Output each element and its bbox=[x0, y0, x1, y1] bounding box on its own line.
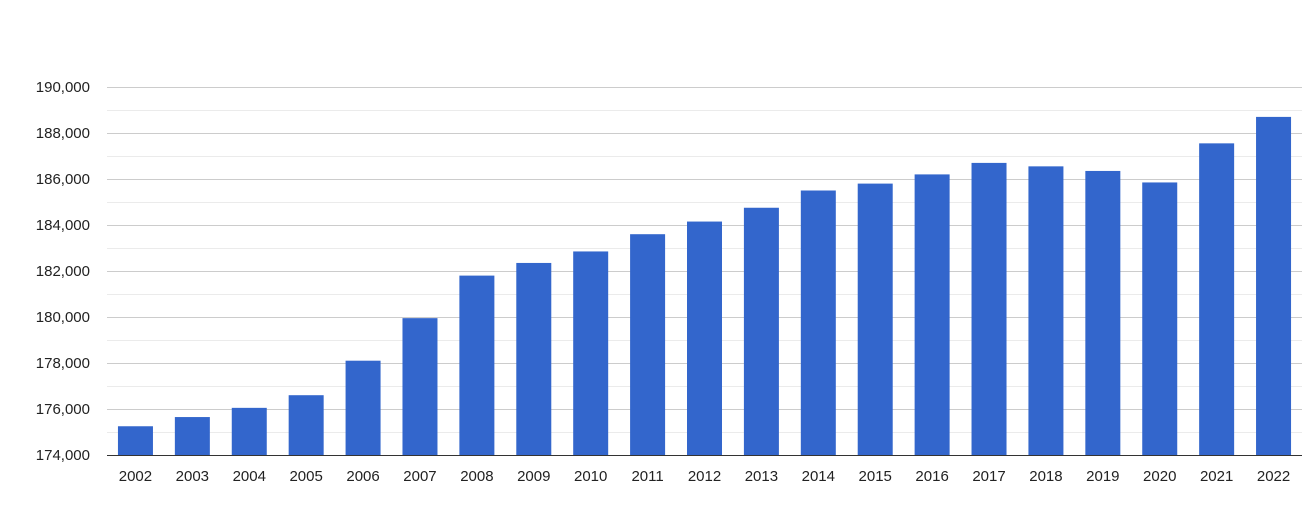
y-tick-label: 186,000 bbox=[36, 171, 90, 188]
bar-2005[interactable] bbox=[288, 395, 324, 455]
x-tick-label: 2015 bbox=[859, 468, 892, 485]
x-tick-label: 2016 bbox=[915, 468, 948, 485]
x-tick-label: 2014 bbox=[802, 468, 835, 485]
x-tick-label: 2007 bbox=[403, 468, 436, 485]
bar-2013[interactable] bbox=[743, 207, 779, 455]
x-tick-label: 2010 bbox=[574, 468, 607, 485]
x-tick-label: 2004 bbox=[233, 468, 266, 485]
bar-2003[interactable] bbox=[174, 417, 210, 455]
y-tick-label: 184,000 bbox=[36, 217, 90, 234]
y-tick-label: 182,000 bbox=[36, 263, 90, 280]
y-tick-label: 178,000 bbox=[36, 355, 90, 372]
x-tick-label: 2022 bbox=[1257, 468, 1290, 485]
bars-group bbox=[117, 116, 1292, 456]
x-tick-label: 2020 bbox=[1143, 468, 1176, 485]
x-tick-label: 2017 bbox=[972, 468, 1005, 485]
x-tick-label: 2002 bbox=[119, 468, 152, 485]
x-axis-tick-labels: 2002 2003 2004 2005 2006 2007 2008 2009 2010 2011… bbox=[119, 468, 1290, 485]
bar-2002[interactable] bbox=[117, 426, 153, 455]
x-tick-label: 2012 bbox=[688, 468, 721, 485]
x-tick-label: 2018 bbox=[1029, 468, 1062, 485]
x-tick-label: 2021 bbox=[1200, 468, 1233, 485]
x-tick-label: 2003 bbox=[176, 468, 209, 485]
y-tick-label: 180,000 bbox=[36, 309, 90, 326]
bar-2018[interactable] bbox=[1028, 166, 1064, 455]
x-tick-label: 2005 bbox=[289, 468, 322, 485]
bar-2021[interactable] bbox=[1199, 143, 1235, 455]
y-tick-label: 176,000 bbox=[36, 401, 90, 418]
bar-2004[interactable] bbox=[231, 407, 267, 455]
bar-2020[interactable] bbox=[1142, 182, 1178, 455]
y-tick-label: 188,000 bbox=[36, 125, 90, 142]
y-tick-label: 190,000 bbox=[36, 79, 90, 96]
bar-2015[interactable] bbox=[857, 183, 893, 455]
bar-2017[interactable] bbox=[971, 162, 1007, 455]
bar-2011[interactable] bbox=[630, 234, 666, 455]
x-tick-label: 2009 bbox=[517, 468, 550, 485]
bar-2007[interactable] bbox=[402, 318, 438, 455]
bar-2008[interactable] bbox=[459, 275, 495, 455]
x-tick-label: 2008 bbox=[460, 468, 493, 485]
y-axis-tick-labels: 174,000 176,000 178,000 180,000 182,000 184,0… bbox=[36, 79, 90, 464]
x-tick-label: 2006 bbox=[346, 468, 379, 485]
bar-2010[interactable] bbox=[573, 251, 609, 455]
bar-2012[interactable] bbox=[687, 221, 722, 455]
y-tick-label: 174,000 bbox=[36, 447, 90, 464]
x-tick-label: 2019 bbox=[1086, 468, 1119, 485]
x-tick-label: 2013 bbox=[745, 468, 778, 485]
bar-2006[interactable] bbox=[345, 360, 381, 455]
bar-2009[interactable] bbox=[516, 262, 552, 455]
bar-2022[interactable] bbox=[1256, 116, 1292, 456]
x-tick-label: 2011 bbox=[631, 468, 663, 485]
bar-2014[interactable] bbox=[800, 190, 836, 456]
bar-2016[interactable] bbox=[914, 174, 950, 455]
bar-2019[interactable] bbox=[1085, 170, 1121, 455]
